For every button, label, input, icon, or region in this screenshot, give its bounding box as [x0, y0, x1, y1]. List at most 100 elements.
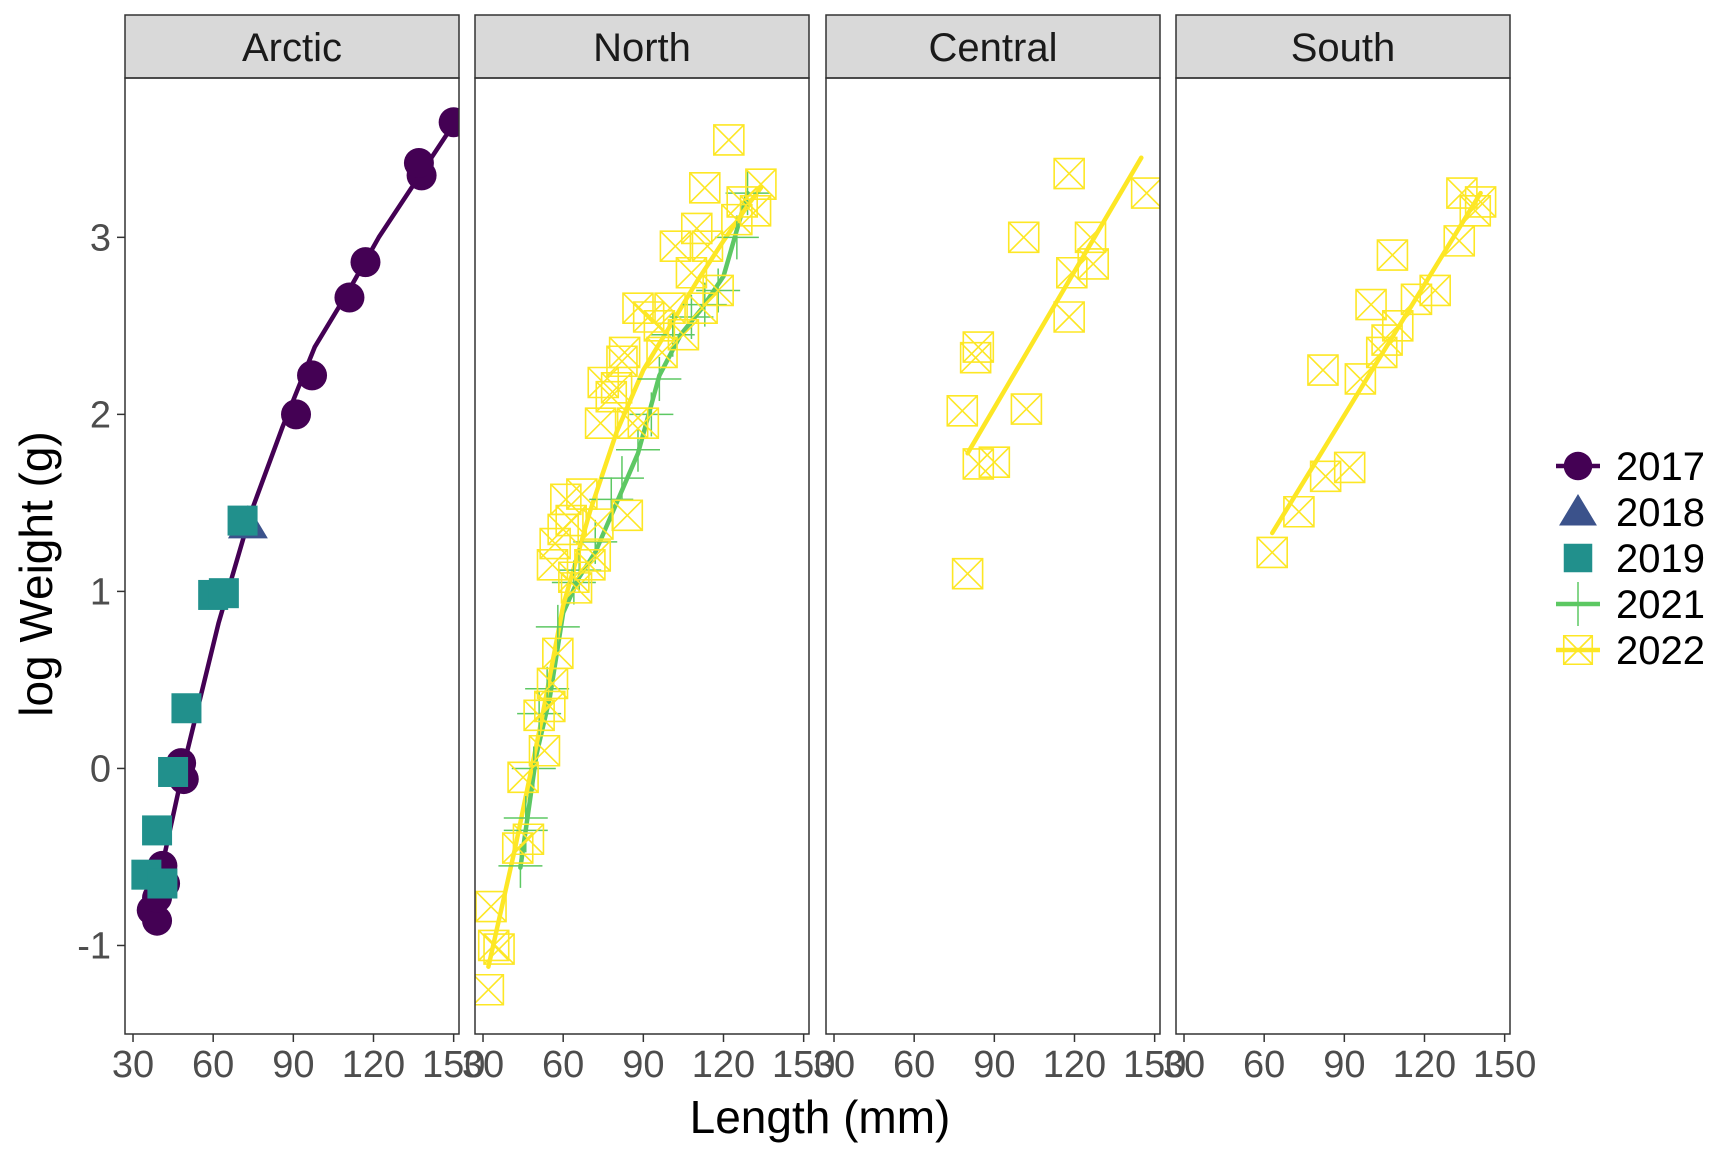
data-point-2022	[606, 345, 638, 378]
panel-arctic: Arctic	[124, 14, 460, 1035]
data-point-2022	[542, 637, 574, 670]
data-point-2022	[713, 124, 745, 156]
data-point-2021	[637, 356, 682, 401]
x-tick-label: 90	[1323, 1044, 1365, 1086]
legend-item-2018: 2018	[1559, 491, 1705, 535]
data-point-2022	[1419, 274, 1451, 307]
fit-line-2022	[1269, 190, 1483, 536]
data-point-2022	[587, 366, 620, 399]
panel-border	[474, 77, 810, 1035]
panel-plot-area	[131, 107, 459, 936]
x-tick-label: 90	[622, 1044, 664, 1086]
x-tick-label: 150	[422, 1044, 485, 1086]
data-point-2017	[350, 247, 381, 278]
x-tick-label: 150	[1123, 1044, 1186, 1086]
panel-plot-area	[946, 155, 1160, 590]
data-point-2022	[691, 230, 724, 262]
data-point-2022	[1309, 460, 1342, 493]
data-point-2022	[962, 331, 995, 363]
data-point-2022	[483, 933, 515, 965]
data-point-2022	[595, 380, 628, 413]
panel-strip	[1175, 14, 1511, 79]
legend-label: 2019	[1616, 537, 1705, 581]
legend-item-2019: 2019	[1563, 537, 1705, 581]
x-tick-label: 60	[1243, 1044, 1285, 1086]
panel-north: North	[474, 14, 810, 1035]
data-point-2022	[1400, 283, 1433, 316]
panel-strip	[825, 14, 1161, 79]
data-point-2022	[646, 336, 678, 369]
legend-item-2022: 2022	[1556, 629, 1705, 673]
x-tick-label: 120	[692, 1044, 755, 1086]
data-point-2022	[555, 504, 587, 537]
data-point-2022	[739, 194, 772, 227]
data-point-2022	[579, 540, 612, 572]
x-tick-label: 150	[772, 1044, 835, 1086]
data-point-2021	[669, 295, 714, 339]
panel-plot-area	[1256, 177, 1497, 569]
x-tick-label: 120	[342, 1044, 405, 1086]
data-point-2022	[686, 292, 718, 324]
data-point-2022	[667, 318, 700, 351]
data-point-2022	[1056, 256, 1088, 289]
panel-strip-label: Arctic	[242, 26, 342, 70]
data-point-2022	[1376, 239, 1409, 271]
data-point-2017	[403, 147, 434, 178]
data-point-2022	[1371, 324, 1403, 356]
data-point-2022	[1256, 536, 1288, 569]
data-point-2022	[680, 212, 713, 245]
data-point-2017	[281, 399, 312, 430]
data-point-2017	[438, 107, 459, 138]
data-point-2022	[1355, 288, 1387, 321]
data-point-2022	[1053, 157, 1085, 190]
panel-border	[825, 77, 1161, 1035]
data-point-2022	[627, 407, 660, 440]
x-tick-label: 120	[1043, 1044, 1106, 1086]
x-tick-label: 60	[192, 1044, 234, 1086]
x-tick-label: 30	[813, 1044, 855, 1086]
data-point-2022	[507, 761, 539, 794]
legend-key-2022	[1562, 634, 1594, 666]
data-point-2022	[582, 508, 614, 540]
data-point-2022	[1007, 221, 1040, 254]
data-point-2022	[959, 341, 992, 374]
data-point-2022	[632, 301, 665, 333]
data-point-2022	[512, 823, 545, 856]
y-axis-title: log Weight (g)	[10, 431, 62, 717]
y-tick-label: 0	[90, 748, 111, 790]
panels-group: Arctic North Central South	[124, 14, 1511, 1035]
data-point-2019	[147, 868, 178, 899]
data-point-2022	[659, 230, 692, 262]
data-point-2017	[297, 360, 328, 391]
legend-key-2018	[1559, 493, 1597, 526]
data-point-2022	[622, 292, 654, 324]
x-tick-label: 150	[1473, 1044, 1536, 1086]
y-tick-label: 2	[90, 394, 111, 436]
data-point-2022	[1365, 336, 1398, 369]
legend-key-2017	[1563, 451, 1593, 481]
data-point-2022	[584, 407, 617, 440]
data-point-2022	[539, 527, 571, 560]
legend-label: 2018	[1616, 491, 1705, 535]
panel-strip-label: Central	[929, 26, 1058, 70]
data-point-2019	[208, 578, 239, 609]
x-tick-label: 90	[973, 1044, 1015, 1086]
data-point-2022	[702, 274, 734, 307]
panel-strip-label: North	[593, 26, 691, 70]
legend-label: 2021	[1616, 583, 1705, 627]
data-point-2019	[158, 756, 189, 787]
data-point-2022	[1307, 354, 1339, 386]
x-tick-label: 30	[462, 1044, 504, 1086]
data-point-2019	[227, 505, 258, 536]
data-point-2021	[535, 604, 580, 649]
data-point-2022	[475, 890, 507, 923]
data-point-2022	[1333, 451, 1366, 484]
y-axis: -1 0 1 2 3	[77, 217, 125, 967]
data-point-2019	[171, 693, 202, 724]
data-point-2022	[1283, 495, 1315, 528]
x-axis-title: Length (mm)	[690, 1091, 951, 1143]
data-point-2022	[600, 372, 633, 404]
data-point-2022	[528, 734, 561, 767]
data-point-2022	[688, 171, 721, 204]
